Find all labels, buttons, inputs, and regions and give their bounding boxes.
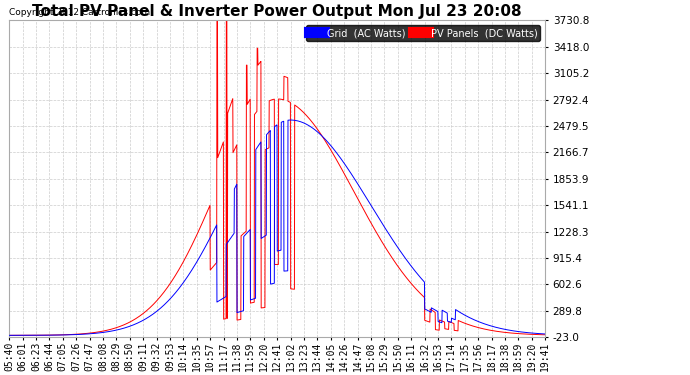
Text: Copyright 2012 Cartronics.com: Copyright 2012 Cartronics.com [9,8,150,17]
Title: Total PV Panel & Inverter Power Output Mon Jul 23 20:08: Total PV Panel & Inverter Power Output M… [32,4,522,19]
Legend: Grid  (AC Watts), PV Panels  (DC Watts): Grid (AC Watts), PV Panels (DC Watts) [306,25,540,41]
